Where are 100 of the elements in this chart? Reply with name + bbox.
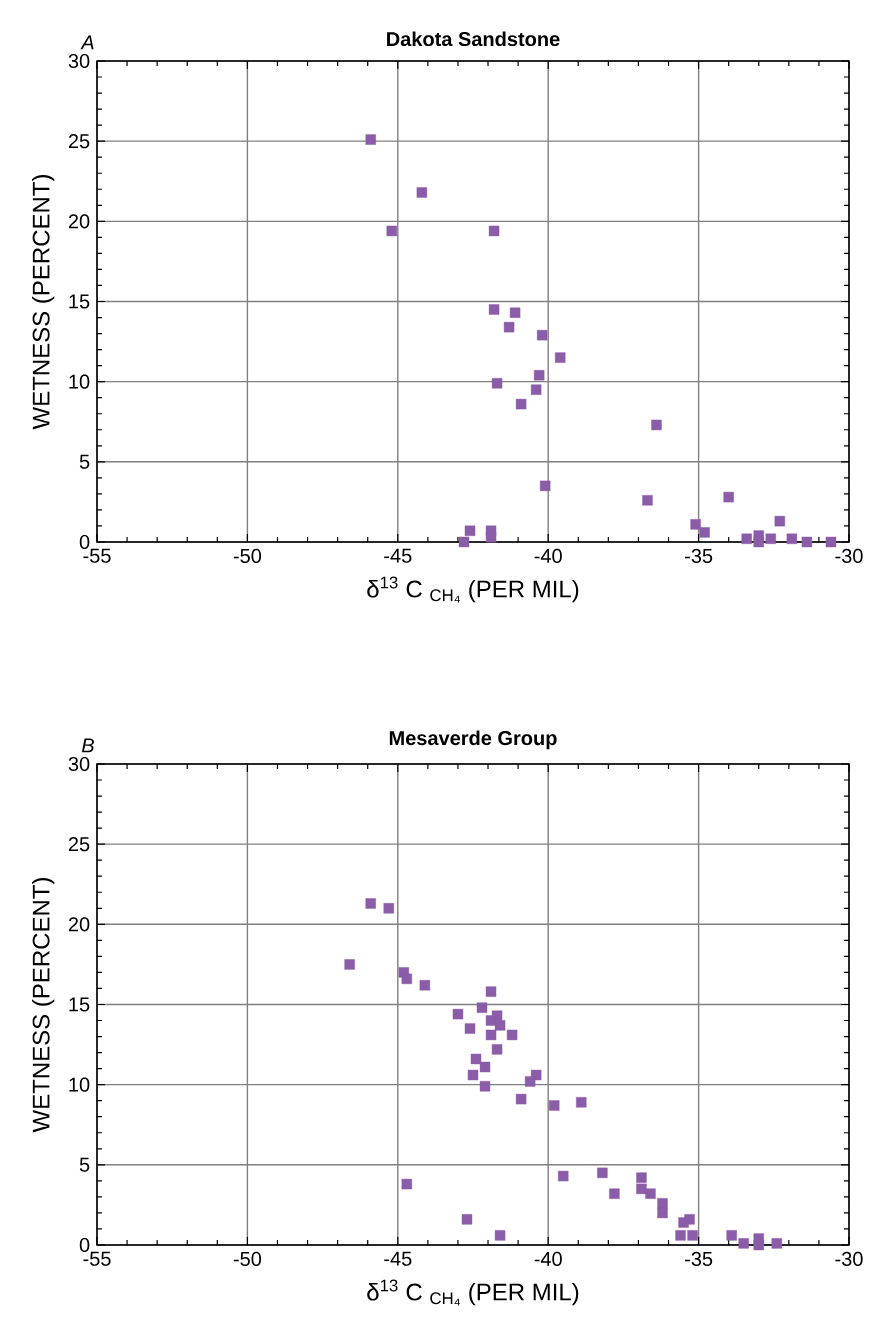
point (738, 1238, 749, 1249)
x-tick-label: -30 (835, 548, 863, 564)
y-tick-label: 20 (68, 917, 90, 932)
point (458, 536, 470, 548)
x-axis-title: δ$^{13}$ C $_{CH₄}$ (PER MIL) (367, 1279, 579, 1306)
point (476, 1002, 488, 1013)
point (416, 187, 428, 198)
x-tick-label: -55 (83, 548, 111, 563)
point (539, 480, 551, 492)
point (419, 980, 431, 991)
y-tick-label: 30 (68, 53, 90, 69)
point (479, 1081, 491, 1092)
y-tick-label: 10 (69, 1077, 90, 1092)
x-tick-label: -50 (233, 548, 262, 564)
point (786, 533, 798, 544)
point (597, 1167, 608, 1179)
point (365, 898, 376, 909)
point (485, 531, 497, 543)
point (765, 533, 776, 544)
point (536, 329, 548, 341)
point (464, 525, 476, 536)
point (636, 1183, 647, 1195)
x-tick-label: -40 (534, 548, 562, 564)
point (386, 225, 397, 237)
y-tick-label: 5 (79, 454, 90, 469)
point (825, 536, 837, 548)
y-tick-label: 20 (68, 214, 90, 229)
point (684, 1214, 695, 1225)
x-tick-label: -30 (835, 1251, 863, 1267)
point (524, 1076, 536, 1087)
point (485, 1029, 497, 1041)
point (642, 495, 653, 506)
x-axis-title: δ$^{13}$ C $_{CH₄}$ (PER MIL) (367, 576, 579, 603)
chart-title: Dakota Sandstone (387, 31, 560, 47)
x-tick-label: -45 (384, 1251, 412, 1266)
point (470, 1053, 482, 1065)
point (491, 378, 503, 389)
x-tick-label: -55 (83, 1251, 111, 1266)
point (383, 903, 394, 914)
y-tick-label: 15 (69, 294, 90, 309)
y-tick-label: 25 (68, 134, 90, 149)
point (401, 1178, 413, 1190)
point (549, 1100, 560, 1111)
point (555, 352, 566, 363)
point (488, 225, 500, 237)
x-tick-label: -40 (534, 1251, 562, 1267)
point (726, 1230, 737, 1241)
point (515, 1093, 527, 1105)
y-tick-label: 5 (79, 1157, 90, 1172)
point (771, 1238, 782, 1249)
y-tick-label: 0 (79, 534, 90, 550)
x-tick-label: -45 (384, 548, 412, 563)
point (503, 321, 515, 333)
point (464, 1023, 476, 1034)
point (491, 1044, 503, 1055)
point (753, 1239, 764, 1251)
point (452, 1008, 464, 1020)
point (515, 398, 527, 410)
point (365, 134, 376, 145)
point (558, 1170, 569, 1182)
y-tick-label: 30 (68, 756, 90, 772)
text: A (80, 35, 94, 50)
point (530, 384, 542, 395)
x-tick-label: -50 (233, 1251, 262, 1267)
point (488, 304, 500, 315)
point (576, 1097, 587, 1108)
point (657, 1207, 668, 1219)
y-axis-title: WETNESS (PERCENT) (31, 878, 55, 1133)
point (609, 1188, 620, 1199)
y-tick-label: 10 (69, 374, 90, 389)
point (675, 1230, 686, 1241)
point (774, 515, 786, 527)
point (687, 1230, 698, 1241)
point (723, 491, 734, 503)
x-tick-label: -35 (685, 548, 713, 564)
chart-title: Mesaverde Group (389, 730, 557, 750)
point (494, 1020, 506, 1031)
point (636, 1172, 647, 1183)
text: B (81, 738, 94, 753)
point (506, 1029, 518, 1041)
point (741, 533, 752, 544)
point (479, 1061, 491, 1073)
point (801, 536, 813, 548)
point (690, 519, 701, 530)
point (699, 527, 710, 538)
y-axis-title: WETNESS (PERCENT) (31, 175, 55, 430)
point (494, 1230, 506, 1241)
y-tick-label: 25 (68, 837, 90, 852)
point (467, 1069, 479, 1081)
point (651, 419, 662, 431)
point (753, 536, 764, 548)
point (401, 973, 413, 985)
point (344, 959, 355, 970)
point (645, 1188, 656, 1199)
x-tick-label: -35 (685, 1251, 713, 1267)
point (509, 307, 521, 318)
point (461, 1214, 473, 1225)
y-tick-label: 0 (79, 1237, 90, 1253)
y-tick-label: 15 (69, 997, 90, 1012)
point (485, 986, 497, 997)
